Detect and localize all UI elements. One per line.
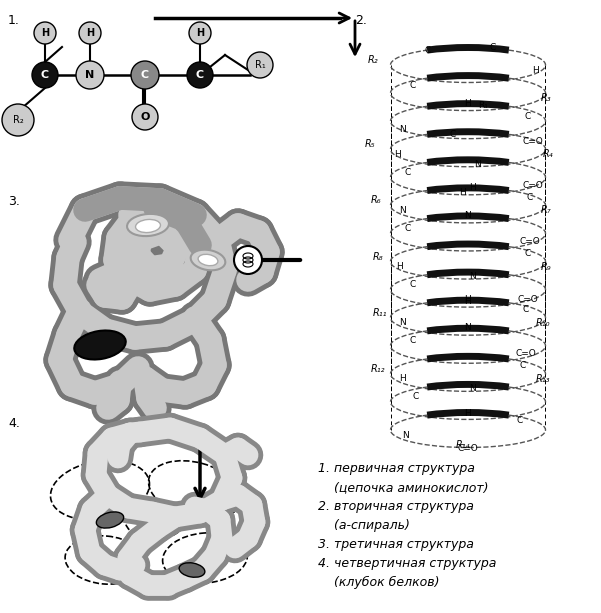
Text: C: C bbox=[405, 224, 411, 233]
Circle shape bbox=[187, 62, 213, 88]
Text: H: H bbox=[460, 188, 466, 197]
Text: C: C bbox=[527, 193, 533, 202]
Text: C: C bbox=[141, 70, 149, 80]
Text: C: C bbox=[410, 280, 416, 289]
Circle shape bbox=[247, 52, 273, 78]
Text: R₁₂: R₁₂ bbox=[371, 364, 385, 374]
Text: N: N bbox=[85, 70, 94, 80]
Text: R₂: R₂ bbox=[13, 115, 23, 125]
Text: N: N bbox=[465, 211, 471, 220]
Text: C: C bbox=[525, 112, 531, 121]
Text: 4.: 4. bbox=[8, 417, 20, 430]
Text: C: C bbox=[413, 392, 419, 402]
Text: H: H bbox=[196, 28, 204, 38]
Ellipse shape bbox=[191, 249, 225, 270]
Text: R₇: R₇ bbox=[541, 205, 551, 215]
Text: N: N bbox=[400, 124, 406, 134]
Text: H: H bbox=[532, 66, 539, 75]
Text: C: C bbox=[490, 42, 496, 51]
Circle shape bbox=[189, 22, 211, 44]
Text: N: N bbox=[469, 384, 477, 394]
Text: C: C bbox=[525, 249, 531, 258]
Text: N: N bbox=[465, 323, 471, 332]
Text: R₆: R₆ bbox=[371, 196, 381, 205]
Text: N: N bbox=[400, 318, 406, 327]
Text: C: C bbox=[410, 337, 416, 345]
Text: R₈: R₈ bbox=[373, 251, 383, 262]
Text: R₅: R₅ bbox=[365, 139, 375, 149]
Circle shape bbox=[131, 61, 159, 89]
Text: H: H bbox=[400, 375, 406, 383]
Text: H: H bbox=[86, 28, 94, 38]
Text: C: C bbox=[450, 130, 456, 139]
Text: (цепочка аминокислот): (цепочка аминокислот) bbox=[318, 481, 489, 494]
Ellipse shape bbox=[198, 254, 218, 265]
Text: R₁₀: R₁₀ bbox=[535, 318, 551, 328]
Text: H: H bbox=[465, 409, 471, 419]
Text: C: C bbox=[41, 70, 49, 80]
Ellipse shape bbox=[136, 219, 160, 232]
Text: C: C bbox=[425, 45, 431, 55]
Text: 1.: 1. bbox=[8, 14, 20, 27]
Text: R₃: R₃ bbox=[541, 93, 551, 103]
Text: C=O: C=O bbox=[517, 295, 538, 304]
Text: 1. первичная структура: 1. первичная структура bbox=[318, 462, 475, 475]
Text: R₄: R₄ bbox=[543, 149, 554, 159]
Ellipse shape bbox=[96, 512, 124, 528]
Circle shape bbox=[34, 22, 56, 44]
Text: R₁: R₁ bbox=[478, 101, 488, 110]
Circle shape bbox=[76, 61, 104, 89]
Ellipse shape bbox=[179, 563, 205, 577]
Text: 2. вторичная структура: 2. вторичная структура bbox=[318, 500, 474, 513]
Text: C=O: C=O bbox=[457, 443, 478, 452]
Text: R₁: R₁ bbox=[255, 60, 266, 70]
Text: C=O: C=O bbox=[516, 349, 536, 358]
Circle shape bbox=[132, 104, 158, 130]
Text: N: N bbox=[403, 430, 409, 440]
Text: N: N bbox=[475, 160, 481, 169]
Text: H: H bbox=[465, 99, 471, 108]
Circle shape bbox=[79, 22, 101, 44]
Text: C: C bbox=[405, 168, 411, 177]
Text: R₉: R₉ bbox=[541, 262, 551, 272]
Text: (а-спираль): (а-спираль) bbox=[318, 519, 410, 532]
Text: N: N bbox=[400, 206, 406, 215]
Text: H: H bbox=[465, 297, 471, 306]
Text: (клубок белков): (клубок белков) bbox=[318, 576, 439, 589]
Text: C=O: C=O bbox=[523, 181, 543, 190]
Text: O: O bbox=[140, 112, 150, 122]
Text: R₁₄: R₁₄ bbox=[456, 440, 470, 450]
Text: H: H bbox=[465, 295, 471, 304]
Circle shape bbox=[32, 62, 58, 88]
Text: 2.: 2. bbox=[355, 14, 367, 27]
Text: C=O: C=O bbox=[523, 137, 543, 146]
Circle shape bbox=[2, 104, 34, 136]
Text: C: C bbox=[517, 416, 523, 424]
Text: C: C bbox=[410, 80, 416, 89]
Text: R₁₁: R₁₁ bbox=[373, 308, 387, 318]
Text: R₂: R₂ bbox=[368, 55, 378, 65]
Text: 4. четвертичная структура: 4. четвертичная структура bbox=[318, 557, 496, 570]
Text: N: N bbox=[469, 272, 477, 281]
Text: C: C bbox=[520, 361, 526, 370]
Ellipse shape bbox=[75, 330, 126, 359]
Text: H: H bbox=[397, 262, 403, 271]
Text: R₁₃: R₁₃ bbox=[535, 374, 551, 384]
Text: 3. третичная структура: 3. третичная структура bbox=[318, 538, 474, 551]
Text: C: C bbox=[523, 305, 529, 314]
Text: H: H bbox=[41, 28, 49, 38]
Text: H: H bbox=[469, 183, 477, 192]
Text: C: C bbox=[196, 70, 204, 80]
Text: H: H bbox=[395, 150, 401, 159]
Text: 3.: 3. bbox=[8, 195, 20, 208]
Text: C=O: C=O bbox=[520, 237, 540, 246]
Ellipse shape bbox=[127, 214, 169, 236]
Circle shape bbox=[234, 246, 262, 274]
